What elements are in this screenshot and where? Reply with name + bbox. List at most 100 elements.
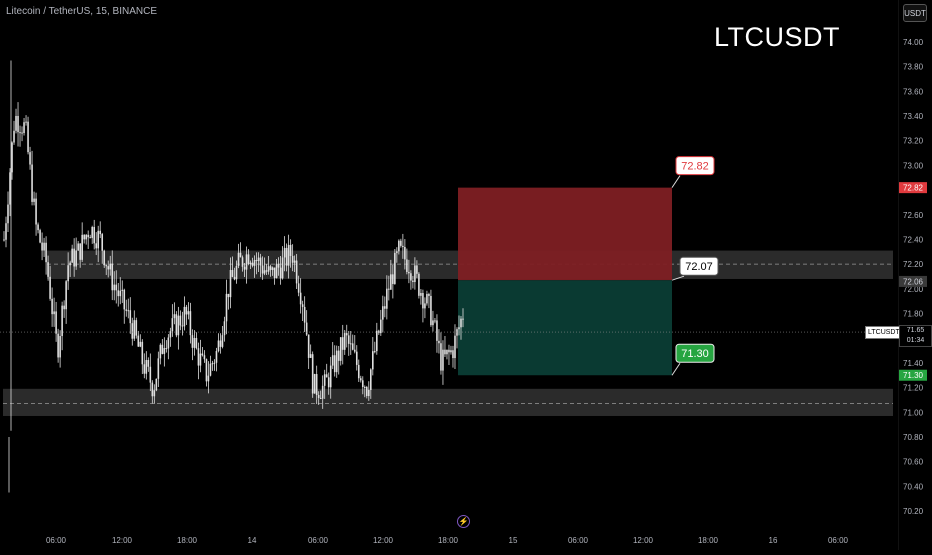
candle-body [85, 234, 87, 240]
candle-body [191, 335, 194, 348]
candle-body [291, 255, 294, 263]
candle-body [273, 267, 276, 279]
y-tick-label: 73.00 [903, 161, 924, 170]
candle-body [221, 335, 224, 347]
candle-body [173, 314, 176, 319]
candle-body [293, 260, 296, 263]
x-tick-label: 15 [509, 536, 518, 545]
candle-body [390, 274, 392, 290]
candle-body [121, 289, 124, 291]
support-zone [3, 388, 893, 416]
candle-body [27, 121, 29, 153]
candle-body [223, 321, 226, 336]
candle-body [444, 349, 446, 355]
price-tag [899, 275, 927, 287]
price-tag-label: 72.06 [903, 277, 924, 286]
candle-body [219, 340, 222, 347]
candle-body [380, 319, 382, 334]
candle-body [67, 265, 69, 282]
candle-body [313, 374, 316, 394]
candle-body [257, 257, 260, 262]
candle-body [301, 304, 304, 307]
candle-body [167, 337, 170, 349]
candle-body [155, 378, 158, 391]
x-tick-label: 12:00 [633, 536, 654, 545]
candle-body [81, 234, 83, 260]
candle-body [255, 260, 258, 262]
candle-body [267, 266, 270, 272]
candle-body [454, 335, 456, 359]
candle-body [185, 306, 188, 315]
price-tag-label: 71.30 [903, 371, 924, 380]
candle-body [271, 267, 274, 270]
candle-body [217, 340, 220, 352]
entry-callout-label: 72.07 [685, 261, 713, 273]
candle-body [17, 115, 19, 133]
candle-body [183, 306, 186, 327]
candle-body [229, 270, 232, 298]
candle-body [77, 243, 79, 251]
candle-body [239, 252, 242, 258]
candle-body [361, 380, 364, 388]
candle-body [93, 226, 95, 244]
candle-body [47, 262, 49, 277]
candle-body [13, 130, 15, 143]
x-tick-label: 06:00 [828, 536, 849, 545]
candle-body [315, 374, 318, 396]
candle-body [333, 355, 336, 373]
candle-body [115, 284, 118, 291]
candle-body [331, 355, 334, 366]
candle-body [450, 350, 452, 353]
candle-body [398, 240, 400, 252]
candle-body [15, 115, 17, 131]
entry-callout-pointer [671, 275, 685, 281]
y-tick-label: 71.80 [903, 310, 924, 319]
currency-button[interactable]: USDT [903, 4, 927, 22]
symbol-watermark: LTCUSDT [714, 22, 841, 52]
symbol-header: Litecoin / TetherUS, 15, BINANCE [6, 6, 157, 17]
candle-body [181, 325, 184, 327]
x-tick-label: 18:00 [438, 536, 459, 545]
candle-body [87, 234, 89, 238]
candle-body [249, 262, 252, 265]
candle-body [349, 343, 352, 345]
candle-body [69, 262, 71, 266]
candle-body [149, 366, 152, 383]
candle-body [329, 365, 332, 388]
candle-body [91, 226, 93, 238]
candle-body [29, 152, 31, 165]
candle-body [203, 355, 206, 360]
candle-body [275, 263, 278, 279]
candle-body [420, 293, 422, 296]
candle-body [261, 265, 264, 274]
candle-body [372, 351, 374, 370]
candle-body [79, 243, 81, 260]
x-tick-label: 12:00 [112, 536, 133, 545]
y-tick-label: 73.40 [903, 112, 924, 121]
last-price-value: 71.65 [906, 327, 925, 334]
candle-body [147, 360, 150, 367]
y-tick-label: 72.60 [903, 211, 924, 220]
candle-body [241, 257, 244, 267]
candle-body [213, 362, 216, 364]
candle-body [75, 250, 77, 267]
candle-body [89, 237, 91, 239]
candle-body [135, 320, 138, 336]
lightning-icon[interactable]: ⚡ [457, 515, 470, 528]
candle-body [39, 230, 41, 243]
candle-body [446, 349, 448, 355]
candle-body [265, 270, 268, 272]
candle-body [97, 230, 100, 249]
candle-body [109, 263, 112, 270]
candle-body [45, 242, 47, 263]
candle-body [414, 265, 416, 283]
candle-body [297, 283, 300, 293]
candle-body [412, 280, 414, 283]
candle-body [410, 273, 412, 281]
candle-body [243, 266, 246, 270]
candle-body [195, 337, 198, 349]
candle-body [452, 350, 454, 359]
candle-body [365, 386, 368, 397]
